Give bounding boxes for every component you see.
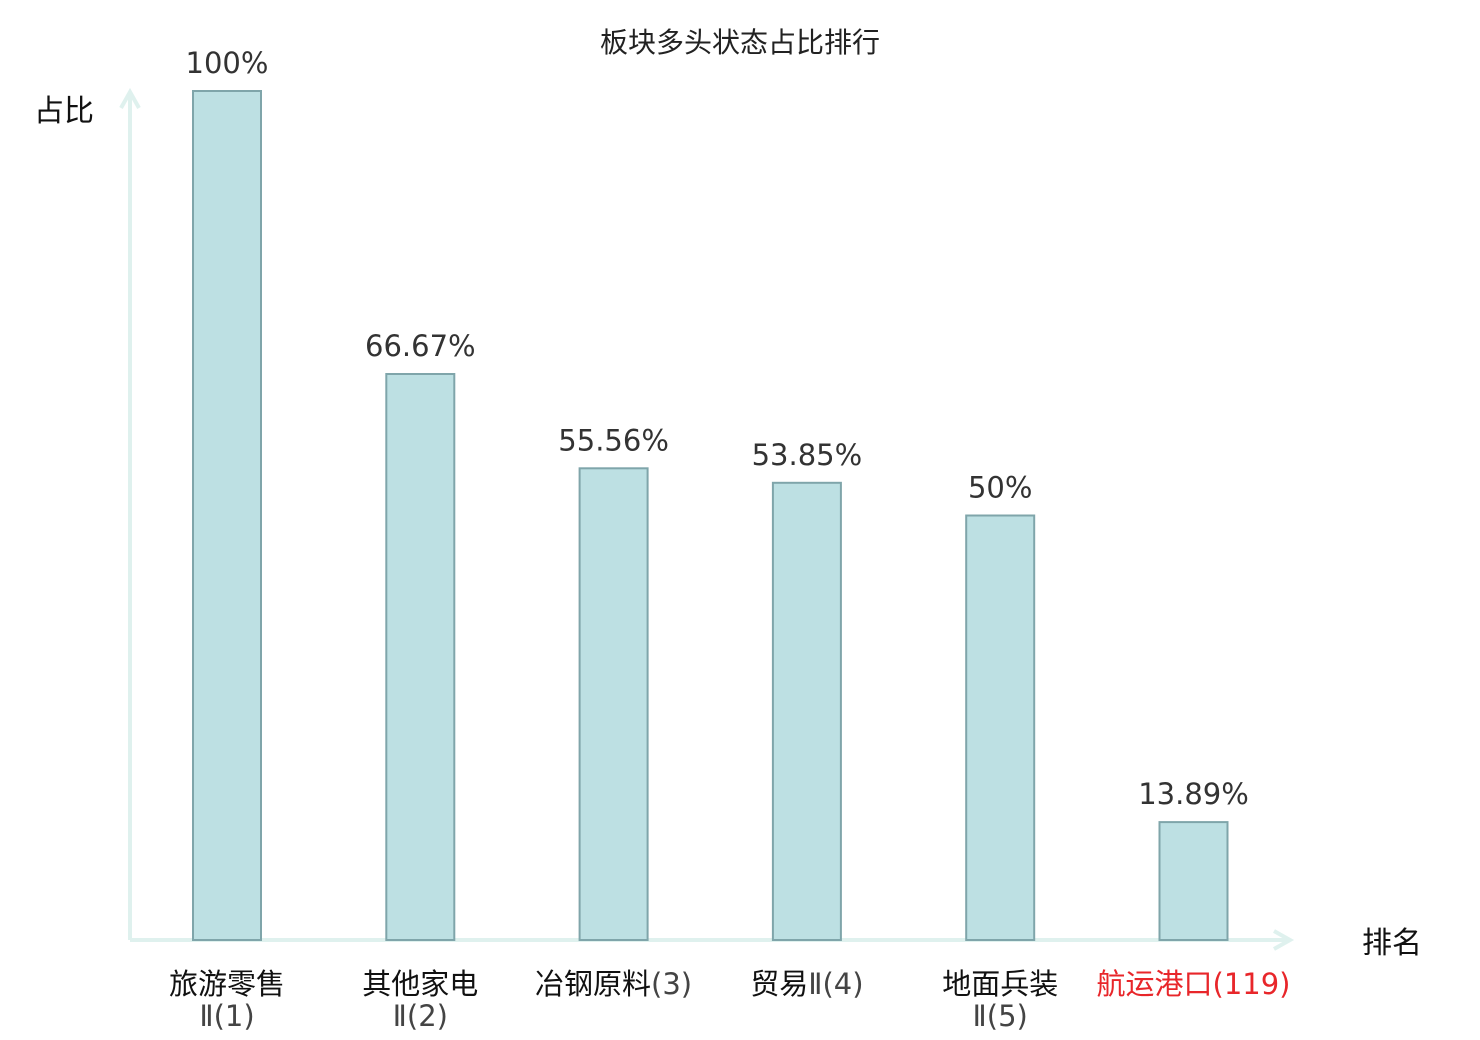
bar <box>385 373 456 941</box>
bar <box>578 467 649 941</box>
y-axis-arrow-icon <box>119 87 141 109</box>
bars <box>192 90 1229 941</box>
category-label-rank: (3) <box>651 967 692 1001</box>
category-label-text: 冶钢原料 <box>535 967 651 1001</box>
bar-value-label: 50% <box>968 471 1032 505</box>
category-label: 冶钢原料(3) <box>535 967 692 1001</box>
bar-value-label: 55.56% <box>558 423 669 457</box>
bar-value-label: 53.85% <box>752 438 863 472</box>
category-label-text: Ⅱ(2) <box>393 999 448 1033</box>
category-label-text: 地面兵装 <box>942 967 1058 1001</box>
category-label-rank: (119) <box>1213 967 1291 1001</box>
category-label-rank: Ⅱ(4) <box>808 967 863 1001</box>
axes <box>119 87 1295 951</box>
category-label: 其他家电 <box>362 967 478 1001</box>
x-axis-label: 排名 <box>1362 926 1422 961</box>
bar <box>965 514 1036 941</box>
category-label: 贸易Ⅱ(4) <box>750 967 863 1001</box>
category-label-text: 其他家电 <box>362 967 478 1001</box>
category-label-text: 旅游零售 <box>169 967 285 1001</box>
category-label-text: Ⅱ(1) <box>199 999 254 1033</box>
category-label: 地面兵装 <box>942 967 1058 1001</box>
category-label: Ⅱ(2) <box>393 999 448 1033</box>
y-axis-label: 占比 <box>34 94 94 129</box>
bar-value-label: 66.67% <box>365 329 476 363</box>
bar-value-label: 13.89% <box>1138 777 1249 811</box>
chart-title: 板块多头状态占比排行 <box>600 26 880 59</box>
category-label: Ⅱ(5) <box>973 999 1028 1033</box>
bar <box>771 481 842 941</box>
category-label-text: 贸易 <box>750 967 808 1001</box>
category-label-text: 航运港口 <box>1097 967 1213 1001</box>
category-label: 航运港口(119) <box>1097 967 1291 1001</box>
category-label: Ⅱ(1) <box>199 999 254 1033</box>
bar <box>192 90 262 941</box>
category-label: 旅游零售 <box>169 967 285 1001</box>
x-axis-arrow-icon <box>1273 929 1295 951</box>
value-labels: 100% 66.67% 55.56% 53.85% 50% 13.89% <box>186 46 1249 811</box>
bar-value-label: 100% <box>186 46 269 80</box>
category-label-text: Ⅱ(5) <box>973 999 1028 1033</box>
bar <box>1158 821 1229 941</box>
